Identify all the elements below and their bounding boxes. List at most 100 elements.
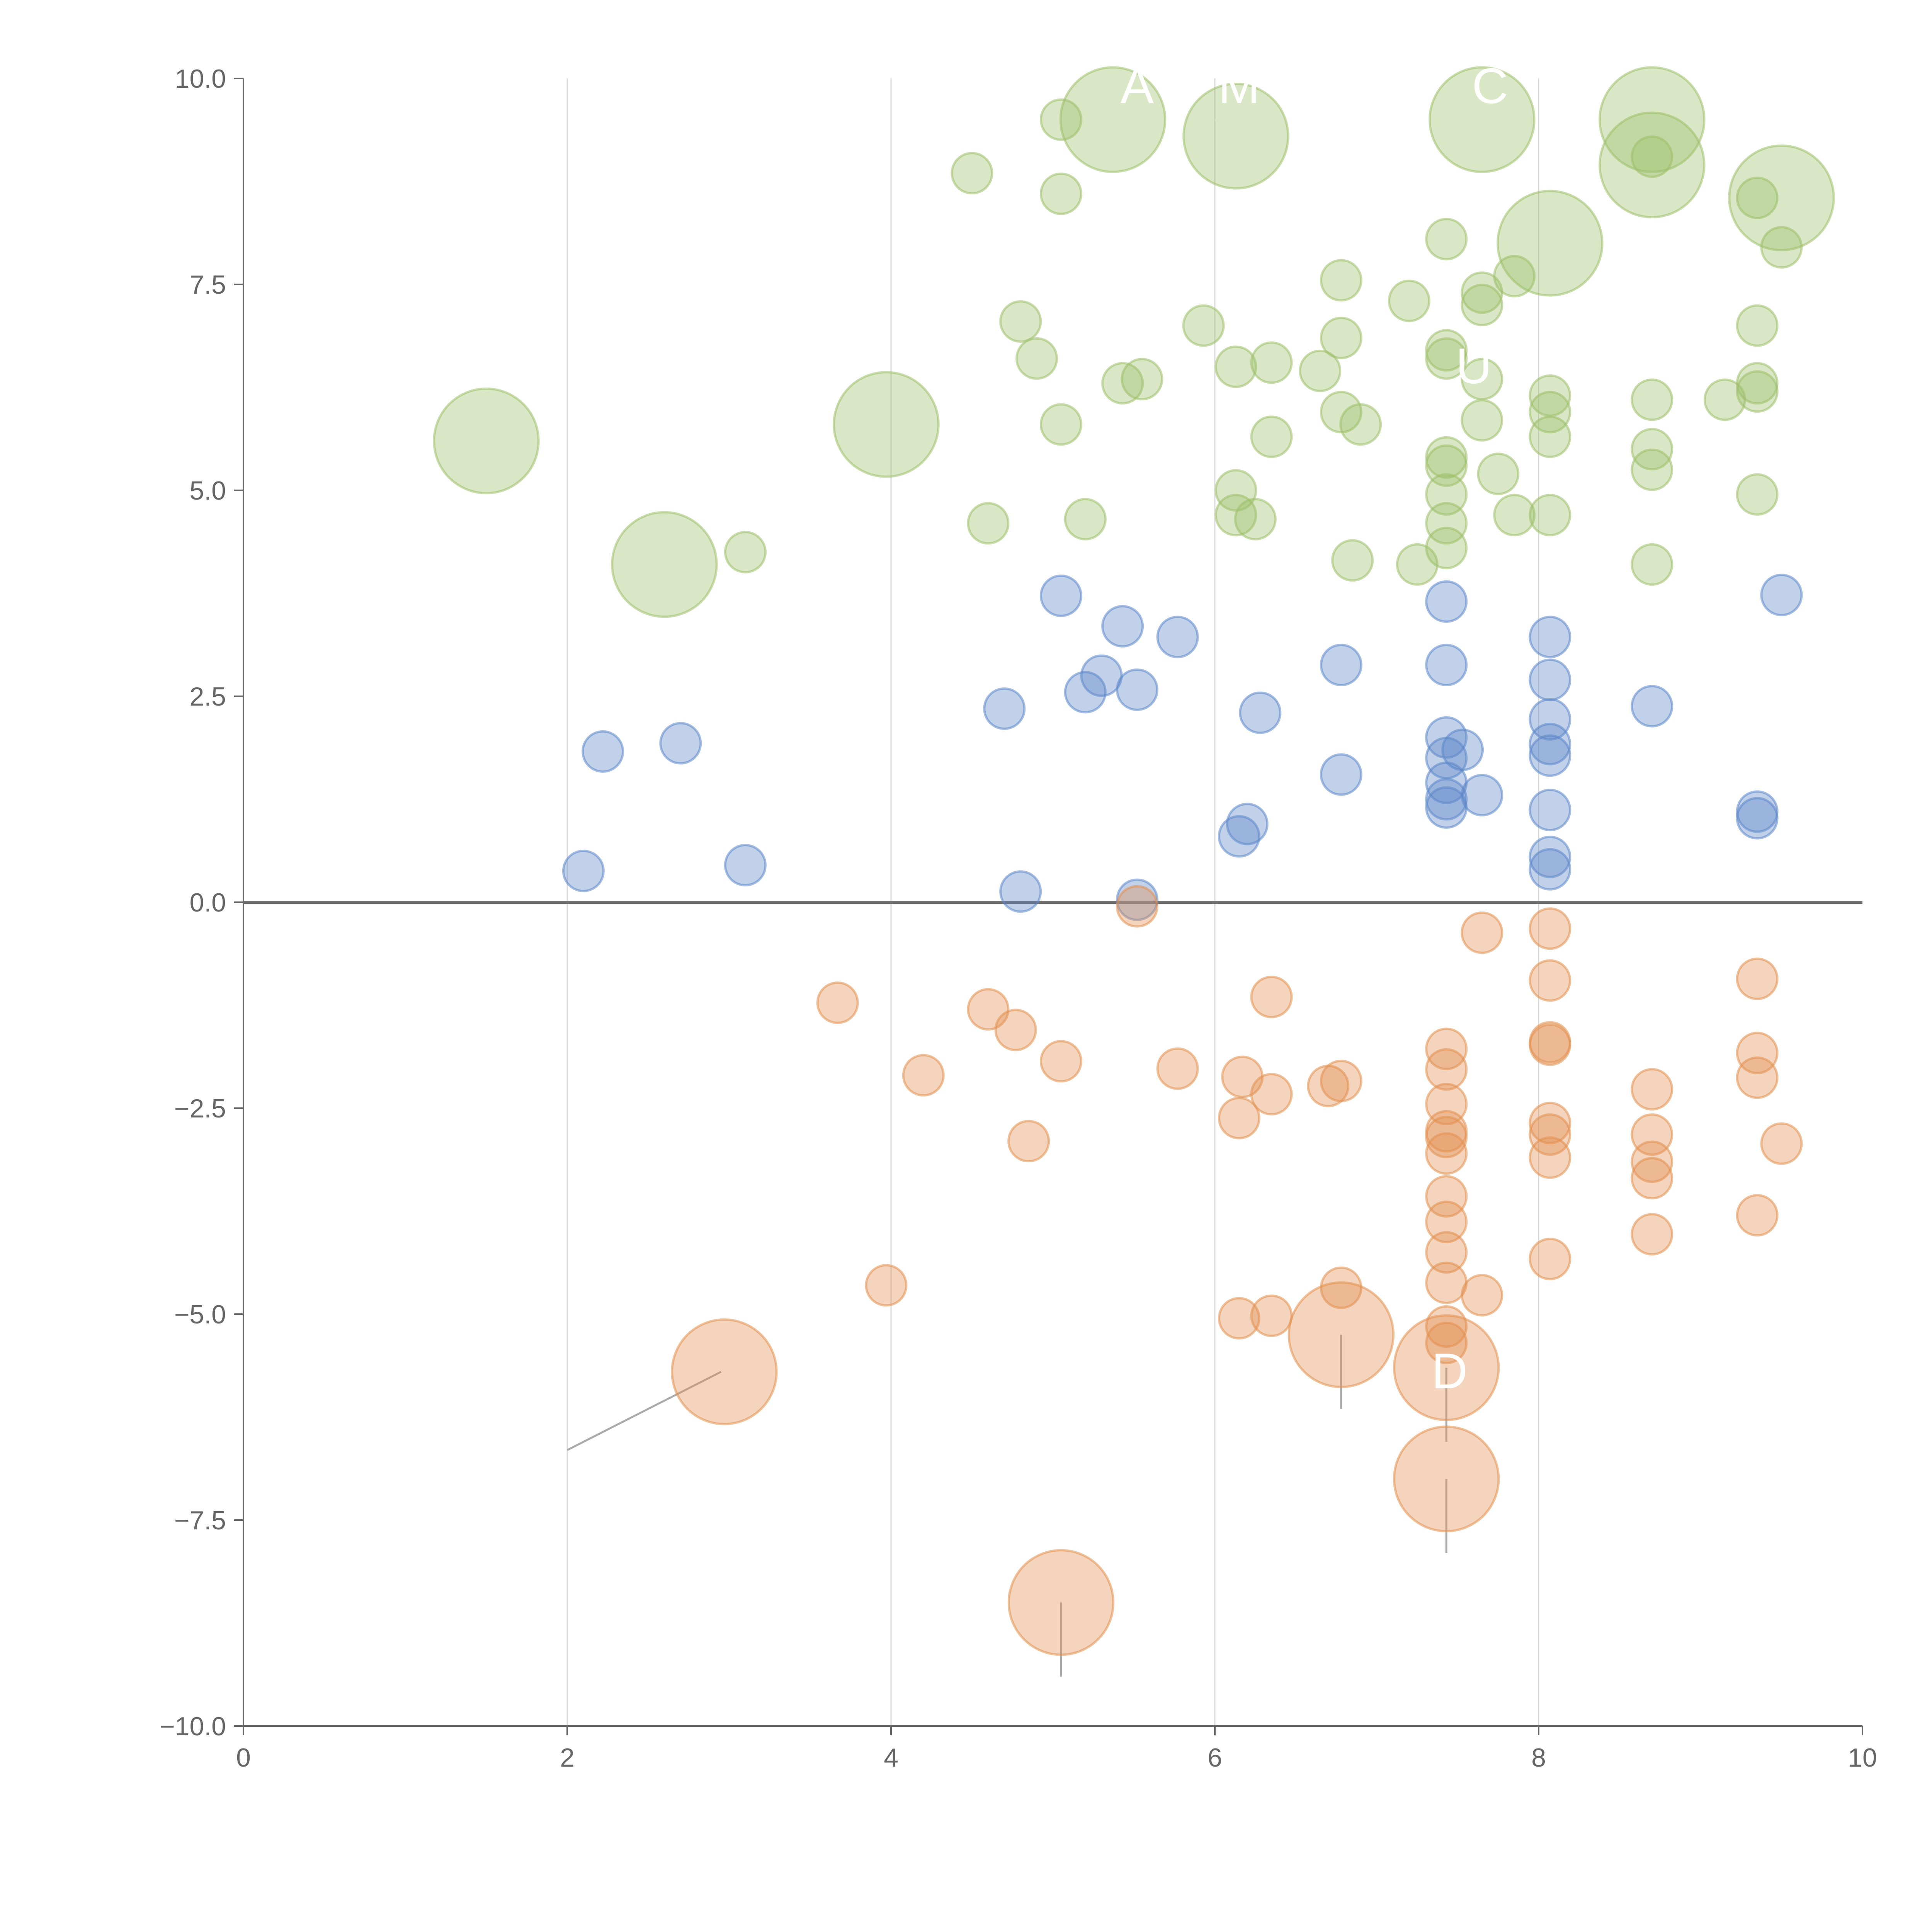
green-bubble [1250, 341, 1293, 384]
green-bubble [1121, 358, 1163, 401]
orange-bubble [816, 981, 859, 1024]
blue-bubble [999, 870, 1042, 913]
orange-bubble [1320, 1266, 1362, 1309]
green-bubble [1631, 135, 1673, 178]
orange-bubble [1529, 1136, 1571, 1179]
orange-bubble [1250, 1294, 1293, 1337]
green-bubble [1320, 259, 1362, 302]
green-bubble [1425, 473, 1468, 516]
blue-bubble [983, 687, 1026, 730]
orange-bubble [1393, 1425, 1500, 1532]
green-bubble [1631, 543, 1673, 586]
blue-bubble [1529, 734, 1571, 777]
orange-bubble [1529, 959, 1571, 1002]
green-bubble [1461, 399, 1503, 442]
blue-bubble [1425, 580, 1468, 623]
green-bubble [1234, 498, 1277, 541]
blue-bubble [1529, 616, 1571, 658]
green-bubble [1728, 144, 1835, 252]
blue-bubble [1529, 848, 1571, 891]
blue-bubble [724, 844, 767, 887]
leader-line [1214, 119, 1236, 133]
green-bubble [1320, 316, 1362, 359]
x-tick-label: 0 [236, 1743, 251, 1772]
green-bubble [1736, 304, 1779, 347]
green-bubble [1425, 337, 1468, 380]
orange-bubble [1529, 1102, 1571, 1145]
green-bubble [1425, 218, 1468, 260]
blue-bubble [1529, 723, 1571, 765]
callout-labels: A M C U D [1121, 58, 1509, 1399]
blue-bubble [1529, 658, 1571, 701]
green-bubble [1760, 226, 1803, 269]
orange-bubble [1039, 1040, 1082, 1083]
green-bubble [1631, 378, 1673, 421]
blue-bubble [1461, 774, 1503, 816]
y-tick-label: 7.5 [189, 270, 226, 299]
blue-bubble [1631, 685, 1673, 728]
blue-bubble [1239, 691, 1282, 734]
callout-label: U [1456, 338, 1492, 394]
orange-bubble [1425, 1231, 1468, 1274]
orange-bubble [1250, 1073, 1293, 1116]
orange-bubble [1156, 1047, 1199, 1090]
orange-bubble [1250, 976, 1293, 1019]
orange-bubble [1425, 1261, 1468, 1304]
blue-bubble [1760, 573, 1803, 616]
blue-bubble [1736, 797, 1779, 840]
orange-bubble [1425, 1132, 1468, 1175]
blue-bubble [1529, 698, 1571, 741]
callout-label: A [1121, 58, 1154, 114]
leader-line [485, 425, 503, 442]
orange-bubble [1631, 1213, 1673, 1256]
green-bubble [1529, 493, 1571, 536]
green-bubble [1182, 304, 1225, 347]
orange-bubble [994, 1009, 1037, 1051]
blue-bubble [1320, 753, 1362, 796]
green-bubble [1529, 415, 1571, 458]
y-tick-label: −2.5 [174, 1094, 226, 1123]
green-bubble [1015, 337, 1058, 380]
orange-bubble [1631, 1157, 1673, 1200]
green-bubble [1736, 473, 1779, 516]
green-bubble [1736, 370, 1779, 413]
orange-bubble [1007, 1549, 1115, 1656]
blue-bubble [1529, 789, 1571, 832]
y-tick-label: 10.0 [175, 64, 226, 94]
leader-line [1651, 147, 1677, 158]
orange-bubble [1218, 1297, 1260, 1340]
axes: 10.0 7.5 5.0 2.5 0.0 −2.5 −5.0 −7.5 −10.0 0 2 4 6 8 10 [160, 64, 1877, 1772]
green-bubble [1425, 502, 1468, 545]
orange-bubble [671, 1318, 778, 1425]
blue-bubble [1039, 574, 1082, 617]
orange-bubble [1116, 885, 1158, 928]
green-bubble [1388, 279, 1430, 322]
orange-bubble [1320, 1060, 1362, 1102]
leader-line [664, 563, 694, 572]
orange-bubble [1218, 1097, 1260, 1139]
orange-bubble [1760, 1122, 1803, 1165]
green-bubble [833, 371, 940, 478]
blue-bubble [1156, 616, 1199, 658]
blue-bubble [1218, 815, 1260, 858]
green-bubble [1214, 345, 1257, 388]
green-bubble [1331, 539, 1374, 582]
x-tick-label: 6 [1208, 1743, 1222, 1772]
green-bubble [611, 511, 718, 618]
x-tick-label: 4 [884, 1743, 898, 1772]
orange-bubble [1736, 1032, 1779, 1075]
blue-bubble [1116, 668, 1158, 711]
green-bubble [1736, 177, 1779, 219]
callout-label: M [1218, 58, 1260, 114]
orange-bubble [1529, 1023, 1571, 1066]
green-bubble [1299, 349, 1342, 392]
orange-bubble [865, 1264, 908, 1307]
green-bubble [1425, 444, 1468, 487]
blue-bubble [1064, 671, 1107, 714]
green-bubble [1064, 498, 1107, 541]
orange-bubble [1425, 1201, 1468, 1243]
orange-bubble [1631, 1068, 1673, 1111]
orange-bubble [1425, 1175, 1468, 1218]
orange-bubble [1529, 1113, 1571, 1156]
